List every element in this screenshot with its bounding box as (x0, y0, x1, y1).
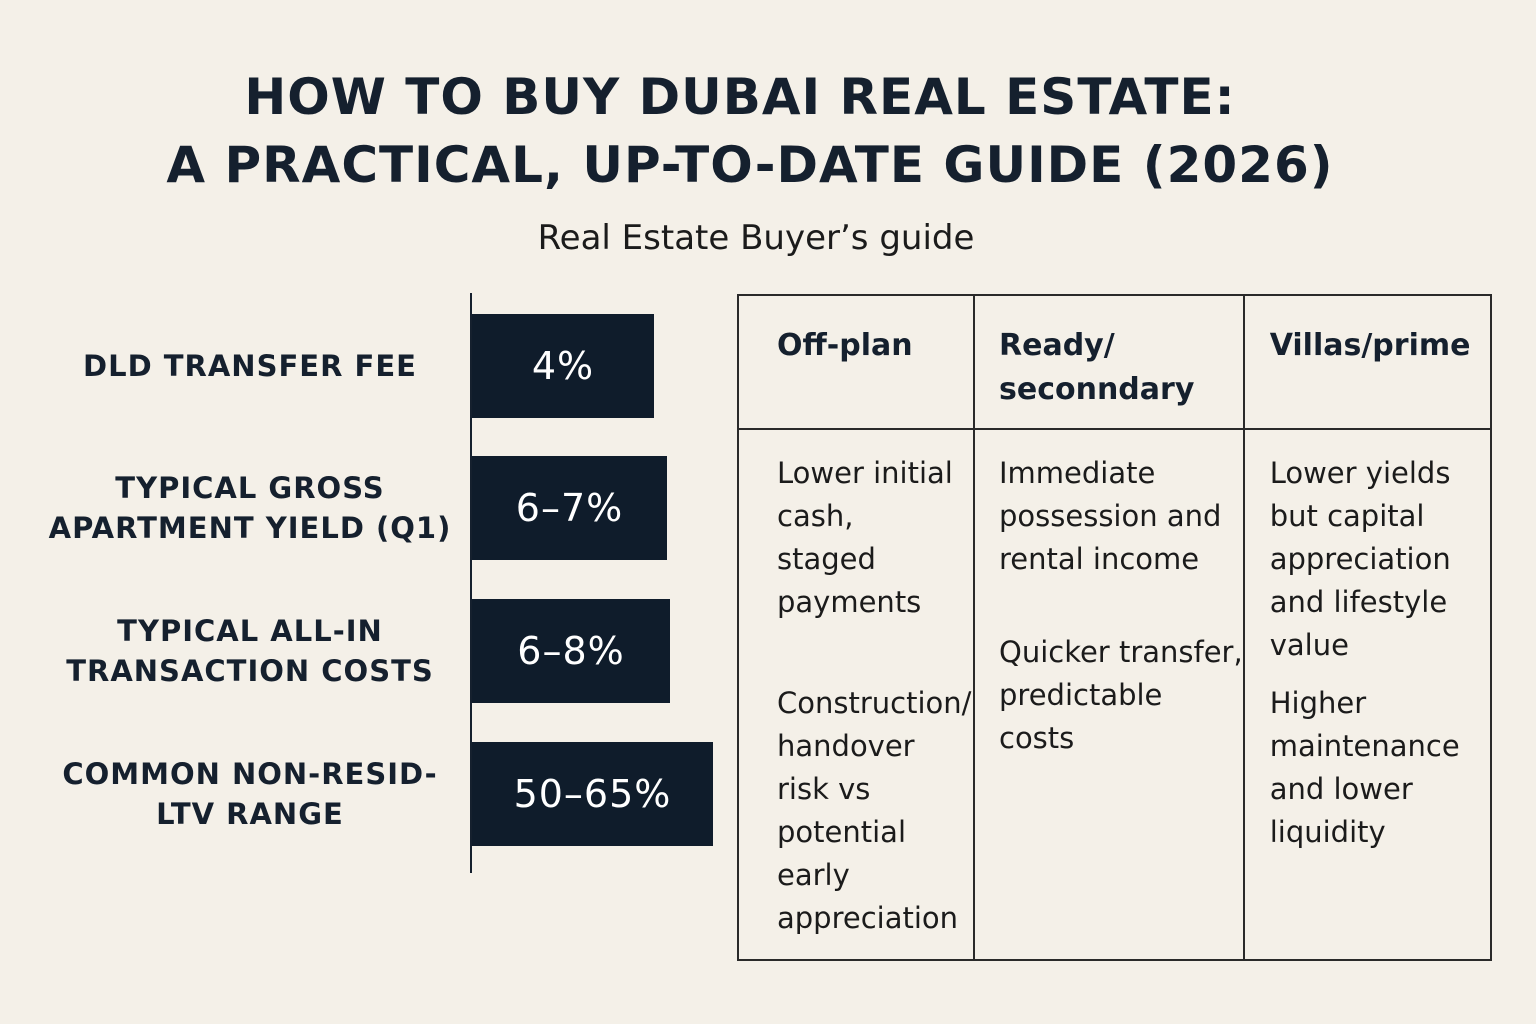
metric-label: TYPICAL GROSS APARTMENT YIELD (Q1) (30, 468, 470, 548)
cell-line: but capital (1269, 499, 1425, 533)
metric-label-line: DLD TRANSFER FEE (83, 349, 417, 383)
comparison-table: Off-plan Ready/seconndary Villas/prime Lowe… (737, 294, 1492, 961)
column-header: Villas/prime (1242, 294, 1492, 430)
cell-line: Quicker transfer, (999, 635, 1243, 669)
cell-line: appreciation (777, 901, 959, 935)
cell-line: Lower initial (777, 456, 953, 490)
title-line: HOW TO BUY DUBAI REAL ESTATE: (244, 68, 1236, 126)
metric-label-line: LTV RANGE (156, 797, 344, 831)
cell-line: and lower (1269, 772, 1413, 806)
metric-label: DLD TRANSFER FEE (30, 346, 470, 386)
cell-line: value (1269, 628, 1349, 662)
title-line: A PRACTICAL, UP-TO-DATE GUIDE (2026) (166, 136, 1334, 194)
body-row: Lower initial cash, staged payments Construc… (737, 428, 1492, 961)
cell-line: payments (777, 585, 922, 619)
cell-line: costs (999, 721, 1075, 755)
cell-line: possession and (999, 499, 1222, 533)
metric-label: COMMON NON-RESID- LTV RANGE (30, 754, 470, 834)
header-line: Off-plan (777, 328, 913, 363)
paragraph: Quicker transfer, predictable costs (999, 631, 1243, 760)
paragraph: Lower initial cash, staged payments (777, 452, 973, 624)
metric-label: TYPICAL ALL-IN TRANSACTION COSTS (30, 611, 470, 691)
cell: Immediate possession and rental income Quic… (973, 428, 1245, 961)
paragraph: Lower yields but capital appreciation and l… (1270, 452, 1490, 667)
header-row: Off-plan Ready/seconndary Villas/prime (737, 294, 1492, 430)
cell-line: Construction/ (777, 686, 972, 720)
metric-bar: 4% (472, 314, 654, 418)
paragraph: Construction/handover risk vs potential ear… (777, 682, 973, 940)
cell-line: potential (777, 815, 906, 849)
cell-line: staged (777, 542, 876, 576)
subtitle: Real Estate Buyer’s guide (537, 218, 975, 258)
cell-line: risk vs (777, 772, 871, 806)
paragraph: Higher maintenance and lower liquidity (1270, 682, 1490, 854)
cell-line: rental income (999, 542, 1200, 576)
cell-line: Lower yields (1269, 456, 1451, 490)
cell-line: cash, (777, 499, 854, 533)
cell-line: liquidity (1269, 815, 1386, 849)
metric-label-line: TRANSACTION COSTS (66, 654, 434, 688)
column-header: Ready/seconndary (973, 294, 1245, 430)
cell: Lower yields but capital appreciation and l… (1242, 428, 1492, 961)
metric-label-line: COMMON NON-RESID- (62, 757, 438, 791)
metric-label-line: APARTMENT YIELD (Q1) (48, 511, 452, 545)
cell-line: Immediate (999, 456, 1156, 490)
metric-bar: 6–8% (472, 599, 670, 703)
header-line: seconndary (999, 372, 1195, 407)
cell-line: and lifestyle (1269, 585, 1448, 619)
metric-bar: 50–65% (472, 742, 713, 846)
cell-line: Higher (1269, 686, 1367, 720)
header-line: Villas/prime (1269, 328, 1471, 363)
metric-label-line: TYPICAL ALL-IN (117, 614, 383, 648)
column-header: Off-plan (737, 294, 975, 430)
metric-bar: 6–7% (472, 456, 667, 560)
paragraph: Immediate possession and rental income (999, 452, 1243, 581)
cell: Lower initial cash, staged payments Construc… (737, 428, 975, 961)
cell-line: predictable (999, 678, 1163, 712)
cell-line: handover (777, 729, 915, 763)
axis-line (470, 293, 472, 873)
cell-line: appreciation (1269, 542, 1451, 576)
header-line: Ready/ (999, 328, 1115, 363)
metric-label-line: TYPICAL GROSS (115, 471, 385, 505)
cell-line: early (777, 858, 850, 892)
cell-line: maintenance (1269, 729, 1460, 763)
